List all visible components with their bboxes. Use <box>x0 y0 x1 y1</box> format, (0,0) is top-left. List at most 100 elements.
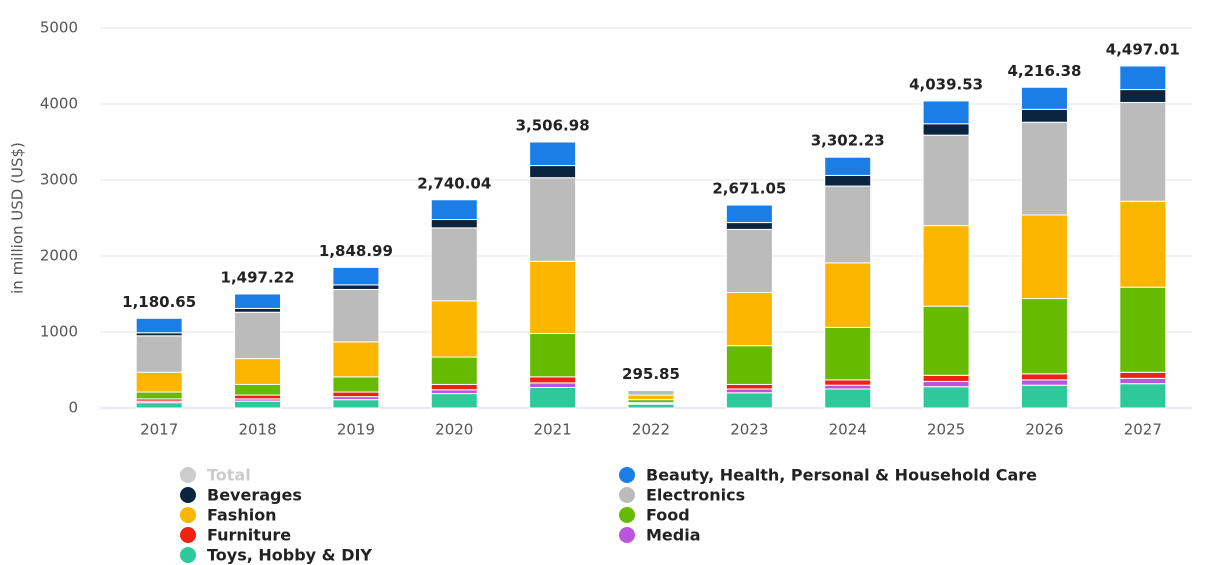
bar-segment <box>430 219 478 229</box>
bar-segment <box>1020 86 1068 110</box>
total-label: 3,302.23 <box>811 132 885 150</box>
bar-segment <box>135 391 183 400</box>
bar-segment <box>1020 298 1068 375</box>
total-label: 3,506.98 <box>516 117 590 135</box>
y-tick-label: 1000 <box>40 323 78 341</box>
bar-segment <box>430 383 478 391</box>
total-label: 295.85 <box>622 365 680 383</box>
total-label: 2,671.05 <box>712 180 786 198</box>
bar-segment <box>1020 121 1068 216</box>
x-tick-label: 2020 <box>435 421 473 439</box>
x-tick-label: 2018 <box>238 421 276 439</box>
bar-segment <box>135 317 183 334</box>
bar-segment <box>1020 373 1068 381</box>
legend-label: Media <box>646 526 701 545</box>
legend-label: Beauty, Health, Personal & Household Car… <box>646 466 1037 485</box>
bar-segment <box>922 380 970 388</box>
bar-segment <box>332 288 380 343</box>
total-label: 4,039.53 <box>909 75 983 93</box>
bar-segment <box>529 386 577 409</box>
total-label: 1,180.65 <box>122 293 196 311</box>
bar-segment <box>529 376 577 384</box>
legend-label: Electronics <box>646 486 745 505</box>
bar-segment <box>1119 383 1167 409</box>
bar-segment <box>627 403 675 409</box>
bar-segment <box>1119 377 1167 385</box>
bar-segment <box>1119 200 1167 288</box>
bar-segment <box>430 356 478 385</box>
bar-segment <box>627 390 675 396</box>
y-tick-label: 4000 <box>40 95 78 113</box>
bar-segment <box>234 383 282 396</box>
bar-segment <box>824 185 872 264</box>
y-tick-label: 0 <box>68 399 78 417</box>
bar-segment <box>824 379 872 386</box>
bar-segment <box>234 293 282 309</box>
x-tick-label: 2024 <box>829 421 867 439</box>
bar-segment <box>430 300 478 358</box>
bar-segment <box>529 333 577 378</box>
x-tick-label: 2017 <box>140 421 178 439</box>
bar-segment <box>529 141 577 167</box>
legend-label: Toys, Hobby & DIY <box>207 546 372 565</box>
bar-segment <box>824 326 872 381</box>
legend-marker <box>180 547 196 563</box>
bar-segment <box>1119 101 1167 202</box>
bar-segment <box>1020 379 1068 386</box>
bar-segment <box>922 100 970 125</box>
bar-segment <box>234 358 282 385</box>
bar-segment <box>725 345 773 385</box>
bar-segment <box>725 291 773 347</box>
legend-label: Total <box>207 466 251 485</box>
x-tick-label: 2027 <box>1124 421 1162 439</box>
x-tick-label: 2019 <box>337 421 375 439</box>
bar-segment <box>332 341 380 378</box>
bar-segment <box>529 382 577 388</box>
legend-marker <box>180 467 196 483</box>
total-label: 1,848.99 <box>319 242 393 260</box>
bar-segment <box>1119 65 1167 91</box>
y-tick-label: 5000 <box>40 19 78 37</box>
bar-segment <box>135 335 183 373</box>
bar-segment <box>824 156 872 176</box>
legend-label: Furniture <box>207 526 291 545</box>
legend-marker <box>619 507 635 523</box>
bar-segment <box>529 177 577 262</box>
bar-segment <box>725 204 773 224</box>
bar-segment <box>725 392 773 409</box>
bar-segment <box>234 394 282 400</box>
bar-segment <box>135 371 183 393</box>
bar-segment <box>1020 384 1068 409</box>
bar-segment <box>1119 89 1167 103</box>
total-label: 4,497.01 <box>1106 41 1180 59</box>
x-tick-label: 2022 <box>632 421 670 439</box>
bar-segment <box>922 386 970 409</box>
bar-segment <box>1020 214 1068 300</box>
bar-segment <box>430 227 478 302</box>
bar-segment <box>824 388 872 409</box>
bar-segment <box>824 174 872 187</box>
bar-segment <box>234 400 282 409</box>
y-axis-label: in million USD (US$) <box>9 142 27 294</box>
bar-segment <box>824 384 872 390</box>
bar-segment <box>529 165 577 179</box>
bar-segment <box>430 393 478 409</box>
bar-segment <box>824 262 872 328</box>
bar-segment <box>234 311 282 360</box>
x-tick-label: 2026 <box>1025 421 1063 439</box>
bar-segment <box>332 376 380 393</box>
bar-segment <box>922 305 970 376</box>
total-label: 2,740.04 <box>417 174 491 192</box>
bar-segment <box>725 383 773 390</box>
bar-segment <box>332 399 380 409</box>
bar-segment <box>627 394 675 401</box>
legend-label: Fashion <box>207 506 277 525</box>
bar-segment <box>922 123 970 136</box>
legend-marker <box>180 527 196 543</box>
bar-segment <box>1119 286 1167 373</box>
x-tick-label: 2023 <box>730 421 768 439</box>
bar-segment <box>332 266 380 286</box>
legend-label: Beverages <box>207 486 302 505</box>
y-tick-label: 3000 <box>40 171 78 189</box>
